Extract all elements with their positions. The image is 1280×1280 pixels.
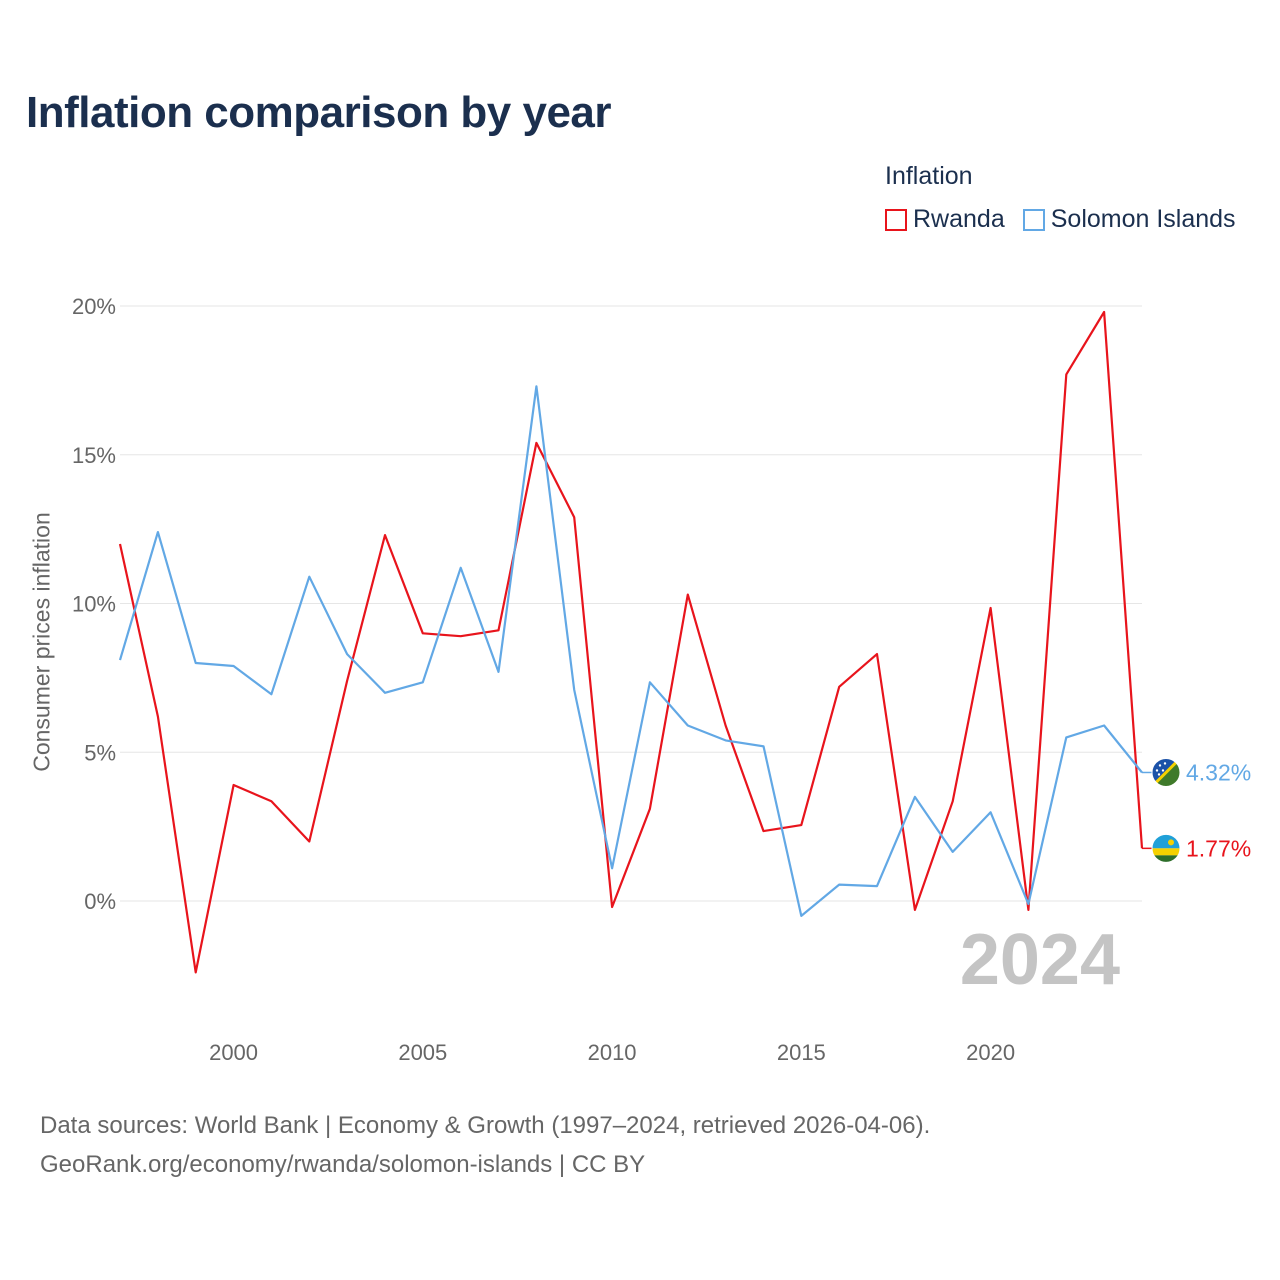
solomon-islands-flag-icon	[1151, 757, 1181, 787]
footer-link[interactable]: GeoRank.org/economy/rwanda/solomon-islan…	[40, 1151, 646, 1178]
series-end-label: 1.77%	[1186, 835, 1251, 861]
legend-label-rwanda: Rwanda	[913, 205, 1005, 233]
legend-swatch-solomon-islands	[1022, 208, 1045, 231]
series-end-label: 4.32%	[1186, 759, 1251, 785]
series-end-markers: 1.77% 4.32%	[1142, 757, 1251, 863]
legend-label-solomon-islands: Solomon Islands	[1050, 205, 1236, 233]
legend-title: Inflation	[885, 162, 973, 190]
legend-swatch-rwanda	[885, 208, 907, 231]
x-tick-labels: 2000 2005 2010 2015 2020	[209, 1040, 1015, 1065]
y-tick-label: 10%	[72, 592, 116, 617]
gridlines	[120, 305, 1142, 902]
legend-item-rwanda[interactable]: Rwanda	[885, 205, 1005, 234]
y-tick-labels: 0% 5% 10% 15% 20%	[72, 294, 116, 914]
series-line-rwanda	[118, 310, 1144, 974]
x-tick-label: 2000	[209, 1040, 258, 1065]
y-tick-label: 5%	[84, 740, 116, 765]
page-title: Inflation comparison by year	[26, 88, 612, 137]
x-tick-label: 2005	[398, 1040, 447, 1065]
legend-item-solomon-islands[interactable]: Solomon Islands	[1022, 205, 1236, 234]
footer: Data sources: World Bank | Economy & Gro…	[40, 1106, 930, 1184]
y-tick-label: 15%	[72, 443, 116, 468]
x-tick-label: 2010	[588, 1040, 637, 1065]
x-tick-label: 2020	[966, 1040, 1015, 1065]
footer-sources: Data sources: World Bank | Economy & Gro…	[40, 1112, 931, 1139]
legend: Rwanda Solomon Islands	[885, 205, 1236, 234]
series-lines	[118, 310, 1144, 974]
y-tick-label: 20%	[72, 294, 116, 319]
series-line-solomon-islands	[118, 385, 1143, 918]
year-watermark: 2024	[960, 920, 1120, 1000]
rwanda-flag-icon	[1151, 833, 1181, 863]
x-tick-label: 2015	[777, 1040, 826, 1065]
y-tick-label: 0%	[84, 889, 116, 914]
